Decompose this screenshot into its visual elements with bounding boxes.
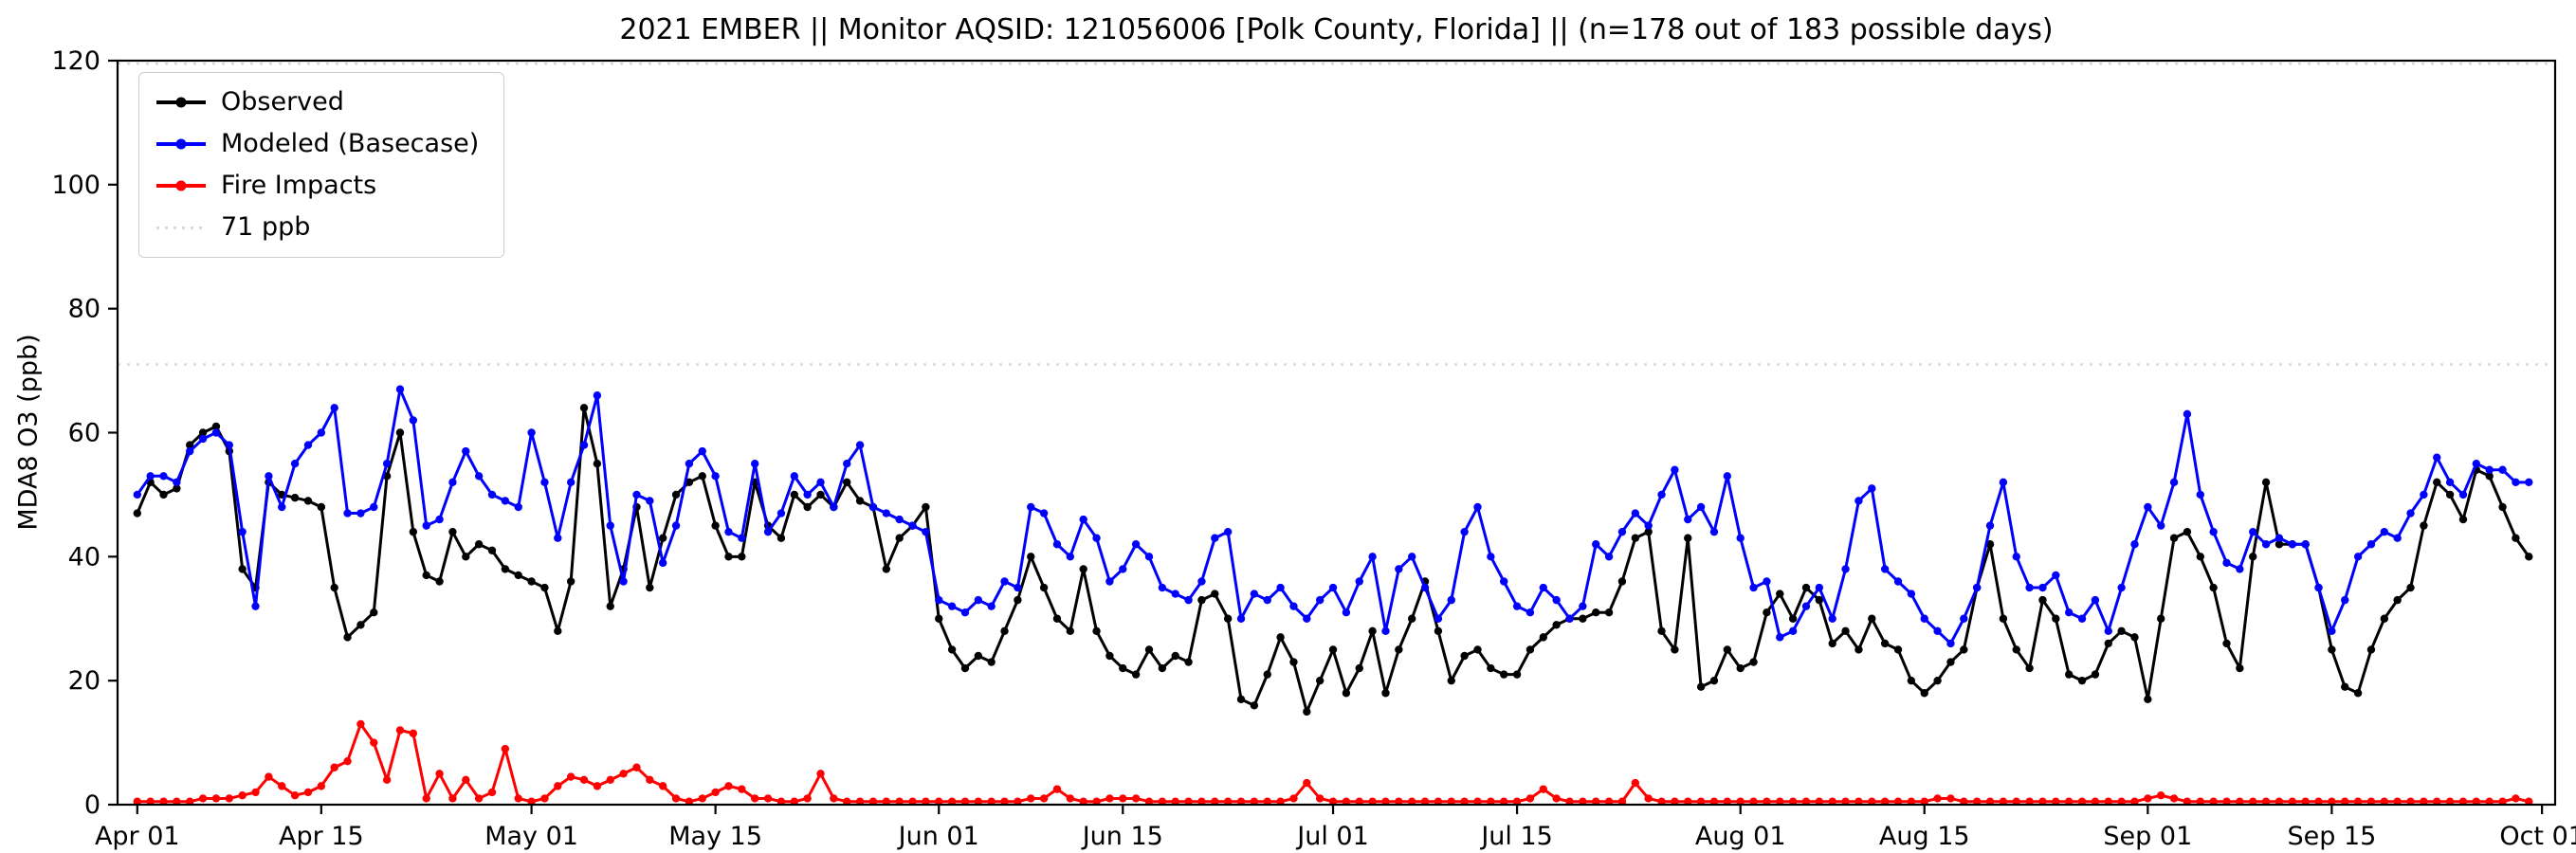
svg-text:Sep 01: Sep 01 (2103, 822, 2192, 851)
svg-text:Aug 15: Aug 15 (1879, 822, 1970, 851)
legend-item-observed: Observed (156, 86, 479, 118)
svg-text:Aug 01: Aug 01 (1695, 822, 1786, 851)
svg-text:20: 20 (68, 666, 100, 696)
legend-item-threshold: 71 ppb (156, 211, 479, 244)
legend-item-fire: Fire Impacts (156, 170, 479, 202)
legend-item-modeled: Modeled (Basecase) (156, 128, 479, 160)
svg-text:Jul 01: Jul 01 (1295, 822, 1369, 851)
svg-text:Apr 15: Apr 15 (279, 822, 364, 851)
fire-line-swatch (156, 180, 206, 191)
legend: Observed Modeled (Basecase) Fire Impacts… (138, 72, 505, 258)
modeled-marker-icon (175, 138, 187, 150)
legend-label-observed: Observed (221, 87, 344, 117)
modeled-line-swatch (156, 138, 206, 150)
svg-text:Oct 01: Oct 01 (2499, 822, 2576, 851)
svg-text:Apr 01: Apr 01 (95, 822, 180, 851)
fire-marker-icon (175, 180, 187, 191)
svg-text:Jul 15: Jul 15 (1479, 822, 1553, 851)
svg-text:80: 80 (68, 295, 100, 324)
svg-text:May 01: May 01 (484, 822, 578, 851)
observed-line-swatch (156, 97, 206, 108)
svg-text:100: 100 (51, 171, 100, 200)
svg-text:40: 40 (68, 542, 100, 572)
svg-text:Sep 15: Sep 15 (2287, 822, 2376, 851)
svg-text:0: 0 (84, 790, 100, 820)
threshold-line-swatch (156, 226, 206, 229)
svg-text:May 15: May 15 (668, 822, 762, 851)
observed-marker-icon (175, 97, 187, 108)
legend-label-fire: Fire Impacts (221, 171, 377, 200)
legend-label-modeled: Modeled (Basecase) (221, 129, 480, 158)
svg-text:120: 120 (51, 46, 100, 76)
svg-text:Jun 15: Jun 15 (1081, 822, 1163, 851)
legend-label-threshold: 71 ppb (221, 212, 311, 242)
svg-text:Jun 01: Jun 01 (897, 822, 979, 851)
chart-title: 2021 EMBER || Monitor AQSID: 121056006 [… (619, 13, 2054, 46)
svg-text:60: 60 (68, 419, 100, 448)
